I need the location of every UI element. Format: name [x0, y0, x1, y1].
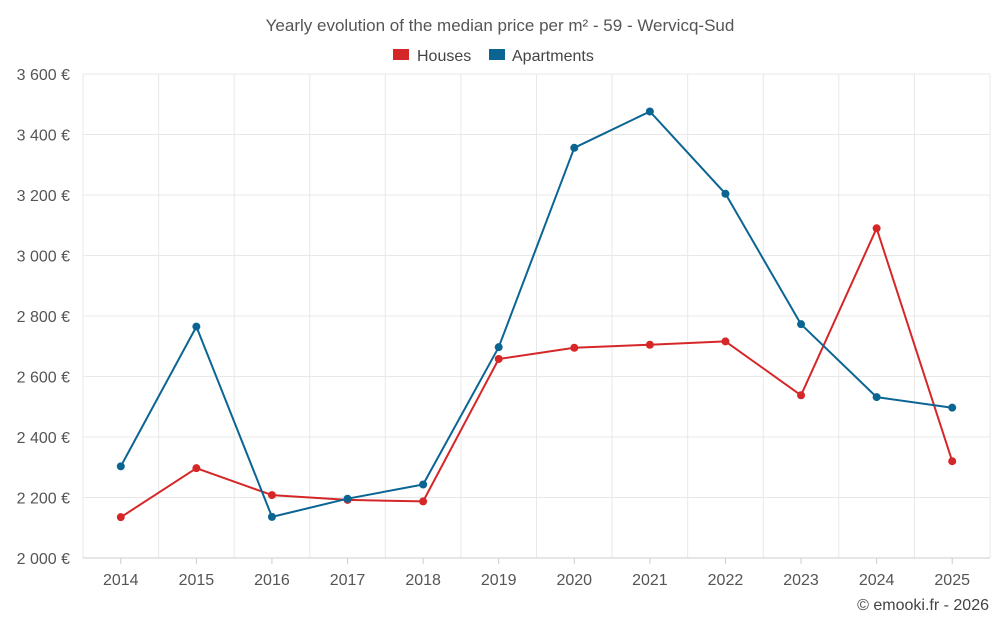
- data-point-apartments: [721, 189, 730, 198]
- y-tick-label: 2 800 €: [17, 309, 70, 326]
- grid: [82, 73, 991, 558]
- data-point-apartments: [343, 494, 352, 503]
- data-point-apartments: [419, 480, 428, 489]
- data-point-apartments: [645, 107, 654, 116]
- legend-item-apartments: Apartments: [489, 48, 594, 65]
- data-point-houses: [721, 337, 730, 346]
- x-tick-label: 2019: [481, 572, 517, 589]
- x-tick-label: 2017: [330, 572, 366, 589]
- data-point-apartments: [494, 343, 503, 352]
- legend-label-apartments: Apartments: [512, 48, 594, 65]
- data-point-apartments: [192, 322, 201, 331]
- legend-label-houses: Houses: [417, 48, 471, 65]
- data-point-apartments: [797, 320, 806, 329]
- x-tick-label: 2014: [103, 572, 139, 589]
- series-line-apartments: [119, 110, 953, 518]
- data-point-apartments: [570, 143, 579, 152]
- data-point-houses: [494, 354, 503, 363]
- y-tick-label: 3 000 €: [17, 249, 70, 266]
- data-point-apartments: [116, 462, 125, 471]
- data-point-houses: [570, 343, 579, 352]
- legend-item-houses: Houses: [393, 48, 471, 65]
- x-tick-label: 2016: [254, 572, 290, 589]
- credit-text: © emooki.fr - 2026: [857, 597, 989, 614]
- data-point-houses: [267, 491, 276, 500]
- y-tick-label: 3 400 €: [17, 128, 70, 145]
- data-point-houses: [872, 224, 881, 233]
- x-tick-label: 2024: [859, 572, 895, 589]
- series-apartments: [116, 107, 957, 521]
- data-point-houses: [192, 464, 201, 473]
- x-tick-label: 2022: [708, 572, 744, 589]
- data-point-houses: [797, 391, 806, 400]
- y-tick-label: 3 200 €: [17, 188, 70, 205]
- legend-swatch-apartments: [489, 49, 505, 60]
- x-tick-label: 2023: [783, 572, 819, 589]
- y-tick-label: 2 000 €: [17, 551, 70, 568]
- data-point-houses: [116, 513, 125, 522]
- y-tick-label: 2 200 €: [17, 491, 70, 508]
- y-tick-label: 2 600 €: [17, 370, 70, 387]
- x-tick-label: 2025: [934, 572, 970, 589]
- data-point-houses: [419, 497, 428, 506]
- data-point-houses: [645, 340, 654, 349]
- data-point-apartments: [948, 403, 957, 412]
- series-line-houses: [120, 227, 954, 519]
- data-point-apartments: [267, 512, 276, 521]
- chart-title: Yearly evolution of the median price per…: [266, 16, 735, 35]
- x-tick-label: 2018: [405, 572, 441, 589]
- x-tick-label: 2021: [632, 572, 668, 589]
- axes: 2 000 € 2 200 € 2 400 € 2 600 € 2 800 € 3 000…: [17, 67, 990, 589]
- legend: Houses Apartments: [393, 48, 594, 65]
- y-tick-label: 2 400 €: [17, 430, 70, 447]
- x-tick-label: 2015: [179, 572, 215, 589]
- data-point-houses: [948, 457, 957, 466]
- data-point-apartments: [872, 393, 881, 402]
- y-tick-label: 3 600 €: [17, 67, 70, 84]
- x-tick-label: 2020: [556, 572, 592, 589]
- series-layer: [116, 107, 957, 522]
- legend-swatch-houses: [393, 49, 409, 60]
